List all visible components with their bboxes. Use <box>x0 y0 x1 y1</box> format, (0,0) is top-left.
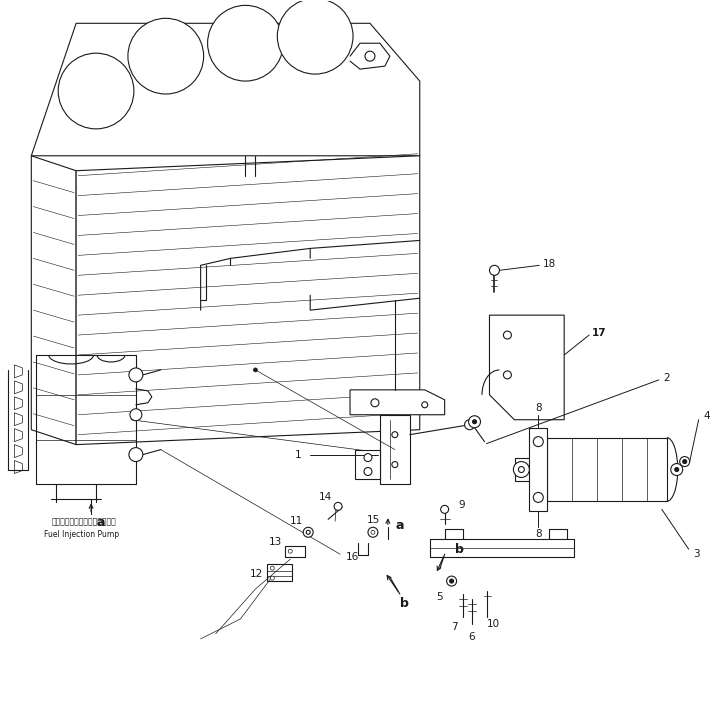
Text: 17: 17 <box>592 328 607 338</box>
Text: 15: 15 <box>366 515 379 525</box>
Circle shape <box>371 399 379 407</box>
Text: a: a <box>396 519 404 532</box>
Circle shape <box>368 527 378 537</box>
Circle shape <box>441 505 449 513</box>
Text: 5: 5 <box>437 592 443 602</box>
Text: b: b <box>400 597 409 611</box>
Text: 13: 13 <box>269 537 282 547</box>
Text: a: a <box>97 516 105 529</box>
Polygon shape <box>267 564 293 581</box>
Polygon shape <box>32 156 76 444</box>
Polygon shape <box>490 315 564 420</box>
Circle shape <box>288 549 293 553</box>
Circle shape <box>533 437 543 447</box>
Polygon shape <box>14 461 22 473</box>
Circle shape <box>334 503 342 510</box>
Text: 2: 2 <box>663 373 670 383</box>
Circle shape <box>130 409 142 421</box>
Circle shape <box>513 461 529 477</box>
Circle shape <box>371 530 375 534</box>
Circle shape <box>364 454 372 461</box>
Polygon shape <box>14 397 22 410</box>
Circle shape <box>58 53 134 129</box>
Circle shape <box>303 527 313 537</box>
Circle shape <box>447 576 457 586</box>
Text: 16: 16 <box>346 552 358 562</box>
Text: 8: 8 <box>535 529 541 539</box>
Circle shape <box>671 463 683 475</box>
Circle shape <box>422 402 428 408</box>
Circle shape <box>473 420 477 423</box>
Text: 3: 3 <box>693 549 700 559</box>
Text: 12: 12 <box>250 569 263 579</box>
Polygon shape <box>380 415 410 484</box>
Text: 8: 8 <box>535 403 541 413</box>
Text: 10: 10 <box>487 619 500 629</box>
Polygon shape <box>547 437 667 501</box>
Text: フェルインジェクションポンプ: フェルインジェクションポンプ <box>51 518 116 527</box>
Polygon shape <box>355 449 380 479</box>
Text: b: b <box>455 543 464 556</box>
Circle shape <box>129 368 143 382</box>
Circle shape <box>364 468 372 475</box>
Text: 9: 9 <box>458 501 465 510</box>
Polygon shape <box>285 546 305 557</box>
Circle shape <box>465 420 475 430</box>
Circle shape <box>503 331 511 339</box>
Text: 14: 14 <box>318 492 332 503</box>
Circle shape <box>129 448 143 461</box>
Circle shape <box>365 51 375 61</box>
Circle shape <box>490 266 500 275</box>
Circle shape <box>270 566 275 570</box>
Polygon shape <box>14 365 22 378</box>
Text: 11: 11 <box>290 517 303 526</box>
Polygon shape <box>14 444 22 458</box>
Circle shape <box>208 6 283 81</box>
Circle shape <box>450 579 454 583</box>
Circle shape <box>469 416 480 428</box>
Text: Fuel Injection Pump: Fuel Injection Pump <box>44 530 119 539</box>
Text: 18: 18 <box>543 259 556 269</box>
Circle shape <box>675 468 679 472</box>
Circle shape <box>683 460 687 463</box>
Polygon shape <box>76 156 419 444</box>
Polygon shape <box>14 413 22 426</box>
Polygon shape <box>529 428 547 511</box>
Text: 1: 1 <box>295 449 302 460</box>
Circle shape <box>270 576 275 580</box>
Text: 6: 6 <box>468 632 475 642</box>
Circle shape <box>306 530 310 534</box>
Circle shape <box>128 18 204 94</box>
Circle shape <box>503 371 511 379</box>
Text: 7: 7 <box>451 622 458 632</box>
Circle shape <box>253 368 257 372</box>
Circle shape <box>518 467 524 472</box>
Text: 4: 4 <box>703 411 710 421</box>
Circle shape <box>392 461 398 468</box>
Circle shape <box>277 0 353 74</box>
Polygon shape <box>350 390 445 415</box>
Polygon shape <box>32 23 419 156</box>
Circle shape <box>392 432 398 437</box>
Polygon shape <box>14 429 22 442</box>
Circle shape <box>680 456 690 467</box>
Polygon shape <box>14 381 22 394</box>
Circle shape <box>533 492 543 503</box>
